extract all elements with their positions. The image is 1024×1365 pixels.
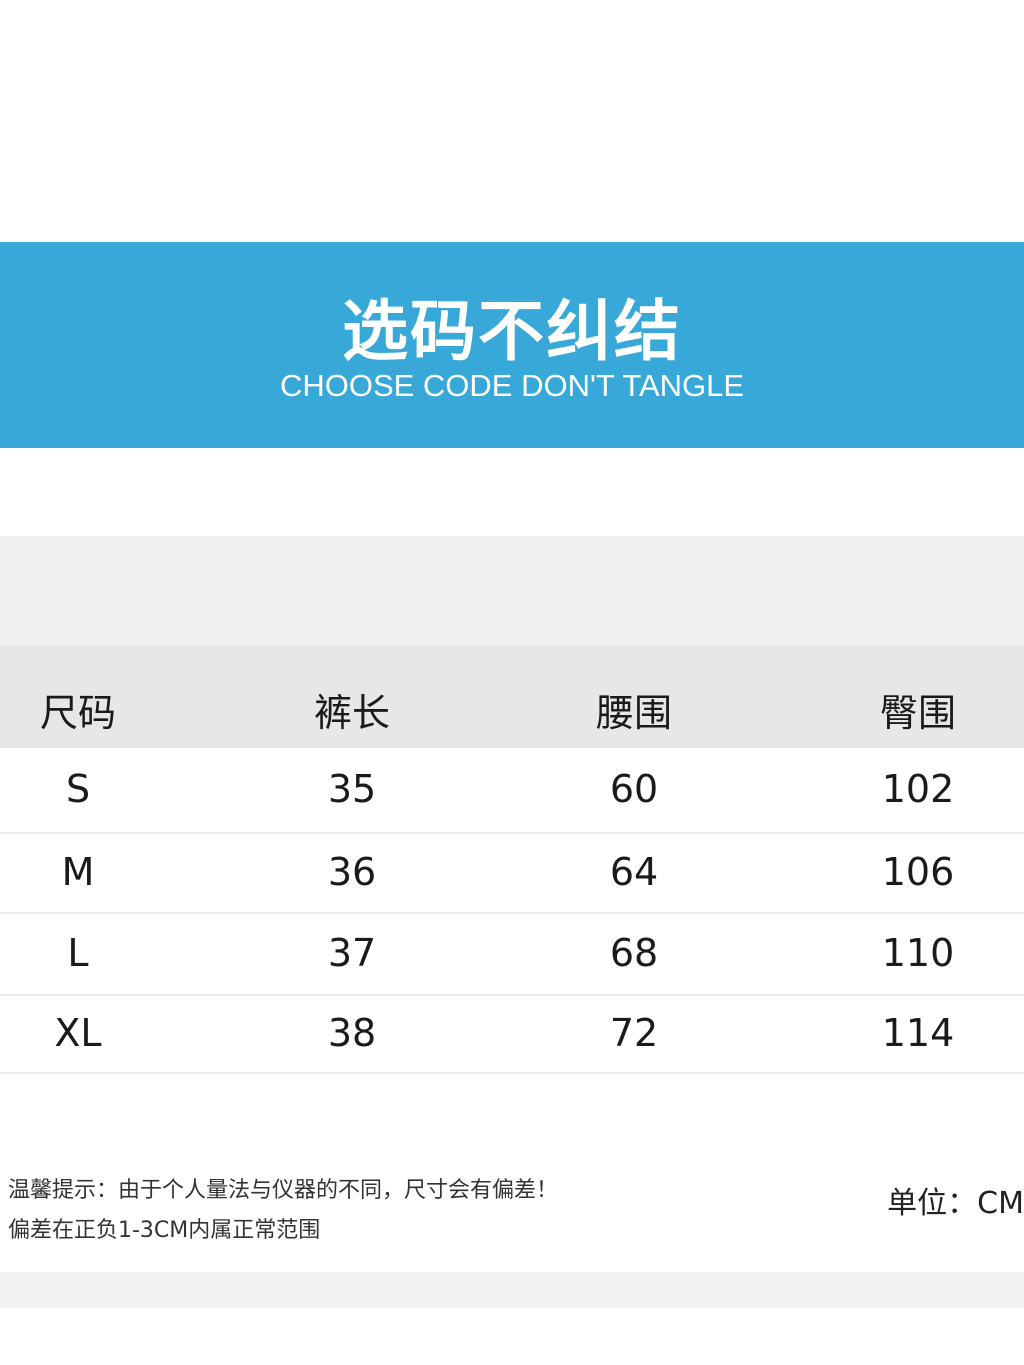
banner-title: 选码不纠结 [342,293,682,370]
note-line-1: 温馨提示：由于个人量法与仪器的不同，尺寸会有偏差！ [8,1178,559,1203]
table-cell: 72 [609,1011,659,1055]
bottom-strip [0,1272,1024,1308]
unit-label: 单位：CM [887,1186,1024,1221]
table-cell: 35 [327,767,377,811]
table-cell: 37 [327,931,377,975]
banner-subtitle: CHOOSE CODE DON'T TANGLE [279,368,745,403]
table-cell: 38 [327,1011,377,1055]
table-row: M 36 64 106 [0,834,1024,914]
table-cell: XL [54,1011,102,1055]
table-cell: 36 [327,850,377,894]
table-cell: 64 [609,850,659,894]
table-row: XL 38 72 114 [0,996,1024,1074]
header-size: 尺码 [39,691,116,735]
table-cell: 110 [881,931,955,975]
table-cell: L [67,931,89,975]
table-row: L 37 68 110 [0,914,1024,996]
header-waist: 腰围 [595,691,672,735]
banner: 选码不纠结 CHOOSE CODE DON'T TANGLE [0,242,1024,448]
table-cell: 60 [609,767,659,811]
table-cell: S [65,767,91,811]
note-line-2: 偏差在正负1-3CM内属正常范围 [8,1218,321,1243]
table-top-panel [0,536,1024,646]
table-cell: 106 [881,850,955,894]
header-length: 裤长 [313,691,390,735]
table-header: 尺码 裤长 腰围 臀围 [0,646,1024,748]
table-cell: 68 [609,931,659,975]
table-row: S 35 60 102 [0,748,1024,834]
table-cell: 102 [881,767,955,811]
header-hip: 臀围 [879,691,956,735]
table-cell: M [61,850,95,894]
table-cell: 114 [881,1011,955,1055]
